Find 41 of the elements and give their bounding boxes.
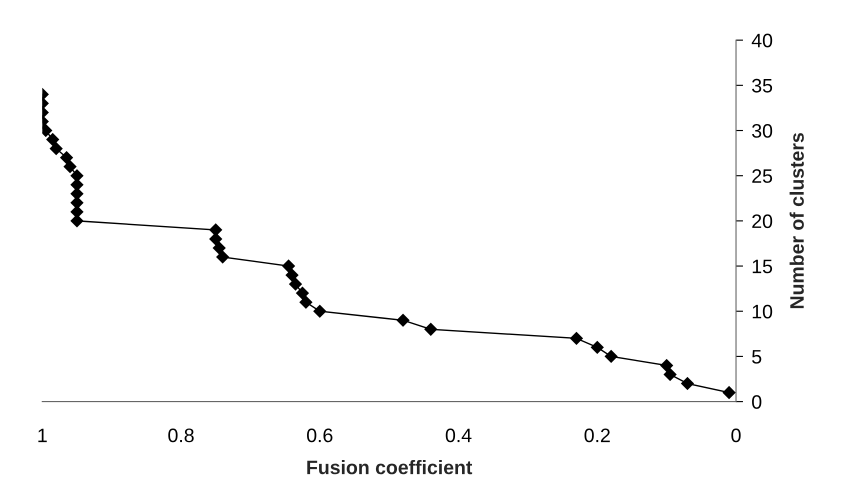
point bbox=[70, 169, 84, 182]
point bbox=[570, 332, 583, 345]
point bbox=[424, 322, 438, 336]
point bbox=[60, 151, 73, 164]
point bbox=[660, 359, 674, 372]
point bbox=[209, 224, 222, 236]
point bbox=[282, 260, 295, 272]
point bbox=[212, 242, 226, 254]
x-tick-label: 0.4 bbox=[446, 428, 472, 442]
point bbox=[286, 268, 298, 282]
y-tick-label: 20 bbox=[752, 214, 772, 228]
point bbox=[604, 350, 618, 363]
point bbox=[50, 142, 63, 156]
y-axis-title: Number of clusters bbox=[790, 133, 804, 308]
x-tick-label: 0.8 bbox=[168, 428, 194, 442]
point bbox=[722, 386, 736, 399]
point bbox=[300, 296, 312, 309]
point bbox=[396, 314, 410, 327]
point bbox=[664, 368, 677, 381]
point bbox=[70, 214, 84, 228]
point bbox=[216, 250, 230, 264]
x-tick-label: 1 bbox=[38, 428, 47, 442]
point bbox=[681, 377, 694, 390]
y-tick-label: 35 bbox=[752, 78, 772, 93]
x-tick-label: 0 bbox=[731, 428, 741, 442]
y-tick-label: 25 bbox=[752, 169, 772, 183]
point bbox=[46, 133, 60, 146]
y-tick-label: 30 bbox=[752, 124, 772, 138]
x-axis-title: Fusion coefficient bbox=[307, 460, 472, 474]
y-tick-label: 5 bbox=[752, 350, 762, 364]
y-tick-label: 40 bbox=[752, 34, 772, 48]
point bbox=[296, 286, 309, 300]
x-tick-label: 0.6 bbox=[307, 428, 332, 442]
point bbox=[313, 304, 326, 318]
x-tick-label: 0.2 bbox=[584, 428, 610, 442]
y-tick-label: 10 bbox=[752, 304, 772, 318]
point bbox=[289, 278, 302, 291]
point bbox=[590, 340, 604, 354]
point bbox=[64, 160, 76, 174]
y-tick-label: 15 bbox=[752, 260, 772, 274]
y-tick-label: 0 bbox=[752, 395, 762, 409]
